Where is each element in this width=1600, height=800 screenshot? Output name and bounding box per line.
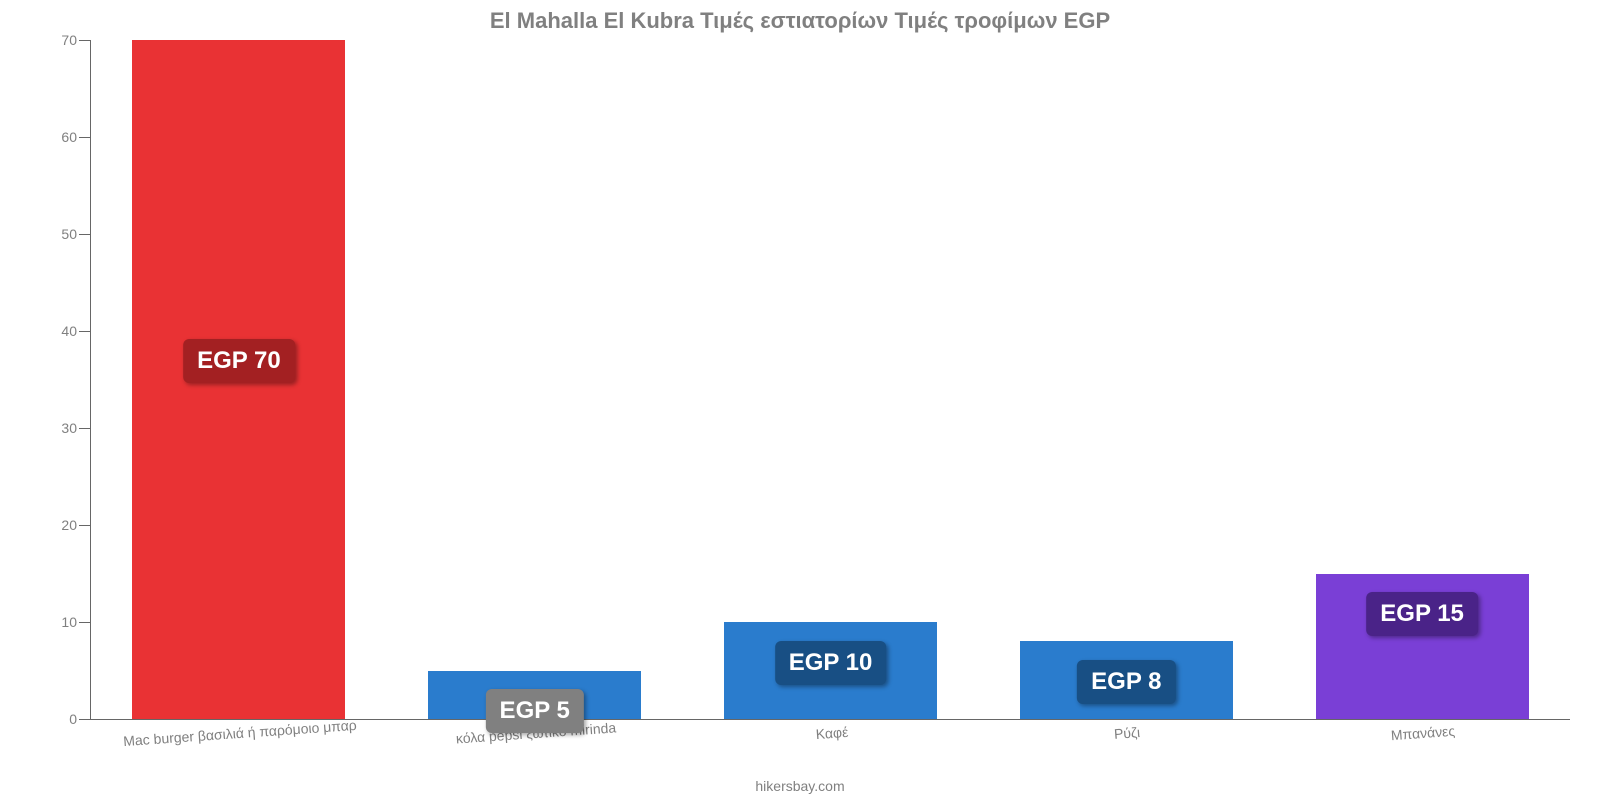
value-badge: EGP 5 xyxy=(486,689,584,733)
x-axis-label: Ρύζι xyxy=(1113,718,1141,742)
y-tick-label: 50 xyxy=(61,226,91,242)
value-badge: EGP 10 xyxy=(775,641,887,685)
watermark: hikersbay.com xyxy=(0,778,1600,794)
y-tick-label: 40 xyxy=(61,323,91,339)
y-tick-label: 0 xyxy=(69,711,91,727)
y-tick-label: 70 xyxy=(61,32,91,48)
x-axis-label: Καφέ xyxy=(814,718,848,742)
y-tick-label: 10 xyxy=(61,614,91,630)
y-tick-label: 60 xyxy=(61,129,91,145)
x-axis-label: Μπανάνες xyxy=(1390,717,1456,743)
value-badge: EGP 15 xyxy=(1366,592,1478,636)
plot-area: 010203040506070Mac burger βασιλιά ή παρό… xyxy=(90,40,1570,720)
y-tick-label: 20 xyxy=(61,517,91,533)
chart-title: El Mahalla El Kubra Τιμές εστιατορίων Τι… xyxy=(0,8,1600,34)
value-badge: EGP 8 xyxy=(1077,660,1175,704)
value-badge: EGP 70 xyxy=(183,339,295,383)
y-tick-label: 30 xyxy=(61,420,91,436)
chart-container: El Mahalla El Kubra Τιμές εστιατορίων Τι… xyxy=(0,0,1600,800)
